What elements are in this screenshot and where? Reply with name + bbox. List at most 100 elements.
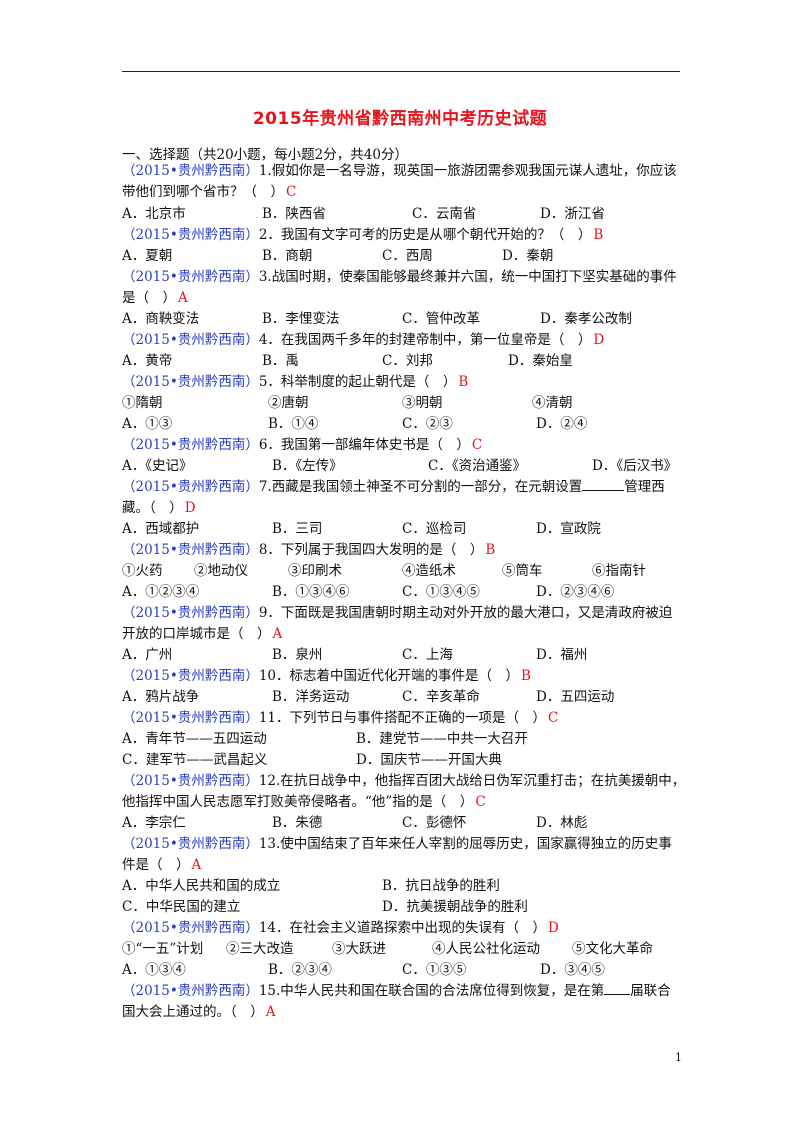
source-tag: （2015•贵州黔西南） <box>122 374 259 390</box>
question-7: （2015•贵州黔西南）7.西藏是我国领土神圣不可分割的一部分，在元朝设置 管理西 <box>122 478 682 496</box>
question-stem: 他指挥中国人民志愿军打败美帝侵略者。“他”指的是（ ） <box>122 794 474 810</box>
question-1: （2015•贵州黔西南）1.假如你是一名导游，现英国一旅游团需参观我国元谋人遗址… <box>122 162 682 180</box>
question-13: （2015•贵州黔西南）13.使中国结束了百年来任人宰割的屈辱历史，国家赢得独立… <box>122 835 682 853</box>
option: C．①③④⑤ <box>402 584 480 600</box>
options-7: A．西域都护 B．三司 C．巡检司 D．宣政院 <box>122 520 682 538</box>
top-rule <box>122 71 680 72</box>
option: A．商鞅变法 <box>122 311 200 327</box>
option: B．朱德 <box>272 815 323 831</box>
option: C．②③ <box>402 416 453 432</box>
option: D．抗美援朝战争的胜利 <box>382 899 528 915</box>
question-stem: 开放的口岸城市是（ ） <box>122 626 271 642</box>
source-tag: （2015•贵州黔西南） <box>122 437 259 453</box>
question-15: （2015•贵州黔西南）15.中华人民共和国在联合国的合法席位得到恢复，是在第 届… <box>122 982 682 1000</box>
source-tag: （2015•贵州黔西南） <box>122 773 259 789</box>
option: C．管仲改革 <box>402 311 480 327</box>
question-2: （2015•贵州黔西南）2．我国有文字可考的历史是从哪个朝代开始的？（ ） B <box>122 226 682 244</box>
option: D．宣政院 <box>536 521 601 537</box>
question-stem: 10．标志着中国近代化开端的事件是（ ） <box>258 668 520 684</box>
option: C．中华民国的建立 <box>122 899 241 915</box>
source-tag: （2015•贵州黔西南） <box>122 163 259 179</box>
option: D．林彪 <box>536 815 588 831</box>
option: A．北京市 <box>122 206 186 222</box>
question-1-cont: 带他们到哪个省市？（ ） C <box>122 183 682 201</box>
option: D．③④⑤ <box>540 962 605 978</box>
question-10: （2015•贵州黔西南）10．标志着中国近代化开端的事件是（ ） B <box>122 667 682 685</box>
options-5: A．①③ B．①④ C．②③ D．②④ <box>122 415 682 433</box>
option: D．福州 <box>536 647 588 663</box>
source-tag: （2015•贵州黔西南） <box>122 668 259 684</box>
question-6: （2015•贵州黔西南）6．我国第一部编年体史书是（ ） C <box>122 436 682 454</box>
answer: B <box>458 374 469 390</box>
source-tag: （2015•贵州黔西南） <box>122 983 259 999</box>
question-stem: 国大会上通过的。（ ） <box>122 1004 264 1020</box>
answer: B <box>485 542 496 558</box>
question-4: （2015•贵州黔西南）4．在我国两千多年的封建帝制中，第一位皇帝是（ ） D <box>122 331 682 349</box>
question-stem: 15.中华人民共和国在联合国的合法席位得到恢复，是在第 <box>258 983 605 999</box>
option: B．陕西省 <box>262 206 326 222</box>
option: B．泉州 <box>272 647 323 663</box>
option: C．刘邦 <box>382 353 433 369</box>
option: C．巡检司 <box>402 521 467 537</box>
option: A．①③ <box>122 416 173 432</box>
question-3-cont: 是（ ） A <box>122 289 682 307</box>
question-7-cont: 藏。（ ） D <box>122 499 682 517</box>
question-12: （2015•贵州黔西南）12.在抗日战争中，他指挥百团大战给日伪军沉重打击；在抗… <box>122 772 685 790</box>
question-stem: 5．科举制度的起止朝代是（ ） <box>258 374 457 390</box>
options-6: A．《史记》 B．《左传》 C．《资治通鉴》 D．《后汉书》 <box>122 457 682 475</box>
option: A．①②③④ <box>122 584 200 600</box>
answer: D <box>548 920 559 936</box>
item: ④人民公社化运动 <box>432 941 540 957</box>
answer: C <box>548 710 559 726</box>
item: ③明朝 <box>402 395 443 411</box>
option: D．国庆节——开国大典 <box>356 752 502 768</box>
stray-dot: . <box>256 211 259 221</box>
item: ④清朝 <box>532 395 573 411</box>
option: C．云南省 <box>412 206 477 222</box>
option: C．西周 <box>382 248 433 264</box>
answer: B <box>521 668 531 684</box>
question-stem: 8．下列属于我国四大发明的是（ ） <box>258 542 484 558</box>
question-stem: 带他们到哪个省市？（ ） <box>122 184 284 200</box>
item: ②地动仪 <box>194 563 248 579</box>
page-title: 2015年贵州省黔西南州中考历史试题 <box>252 109 548 129</box>
answer: A <box>178 290 188 306</box>
option: A．黄帝 <box>122 353 173 369</box>
question-13-cont: 件是（ ） A <box>122 856 682 874</box>
option: A．广州 <box>122 647 173 663</box>
answer: B <box>593 227 604 243</box>
options-2: A．夏朝 B．商朝 C．西周 D．秦朝 <box>122 247 682 265</box>
source-tag: （2015•贵州黔西南） <box>122 710 259 726</box>
question-stem: 2．我国有文字可考的历史是从哪个朝代开始的？（ ） <box>258 227 592 243</box>
item: ③印刷术 <box>288 563 342 579</box>
item: ①火药 <box>122 563 163 579</box>
options-1: A．北京市 . B．陕西省 C．云南省 D．浙江省 <box>122 205 682 223</box>
option: C．建军节——武昌起义 <box>122 752 268 768</box>
fill-blank <box>604 982 631 995</box>
option: C．《资治通鉴》 <box>428 458 527 474</box>
item: ②唐朝 <box>268 395 309 411</box>
question-stem: 9．下面既是我国唐朝时期主动对外开放的最大港口，又是清政府被迫 <box>258 605 673 621</box>
question-stem: 14．在社会主义道路探索中出现的失误有（ ） <box>258 920 547 936</box>
source-tag: （2015•贵州黔西南） <box>122 227 259 243</box>
source-tag: （2015•贵州黔西南） <box>122 332 259 348</box>
option: B．抗日战争的胜利 <box>382 878 500 894</box>
option: A．李宗仁 <box>122 815 186 831</box>
question-stem: 11．下列节日与事件搭配不正确的一项是（ ） <box>258 710 547 726</box>
question-stem: 7.西藏是我国领土神圣不可分割的一部分，在元朝设置 <box>258 479 583 495</box>
item: ⑤筒车 <box>502 563 543 579</box>
source-tag: （2015•贵州黔西南） <box>122 542 259 558</box>
option: B．①③④⑥ <box>272 584 350 600</box>
question-stem: 4．在我国两千多年的封建帝制中，第一位皇帝是（ ） <box>258 332 592 348</box>
option: D．秦朝 <box>502 248 554 264</box>
options-4: A．黄帝 B．禹 C．刘邦 D．秦始皇 <box>122 352 682 370</box>
items-14: ①“一五”计划 ②三大改造 ③大跃进 ④人民公社化运动 ⑤文化大革命 <box>122 940 682 958</box>
option: A．夏朝 <box>122 248 173 264</box>
option: D．②③④⑥ <box>536 584 615 600</box>
options-12: A．李宗仁 B．朱德 C．彭德怀 D．林彪 <box>122 814 682 832</box>
answer: C <box>475 794 486 810</box>
option: B．洋务运动 <box>272 689 350 705</box>
question-stem: 件是（ ） <box>122 857 190 873</box>
option: D．②④ <box>536 416 588 432</box>
question-stem: 3.战国时期，使秦国能够最终兼并六国，统一中国打下坚实基础的事件 <box>258 269 677 285</box>
